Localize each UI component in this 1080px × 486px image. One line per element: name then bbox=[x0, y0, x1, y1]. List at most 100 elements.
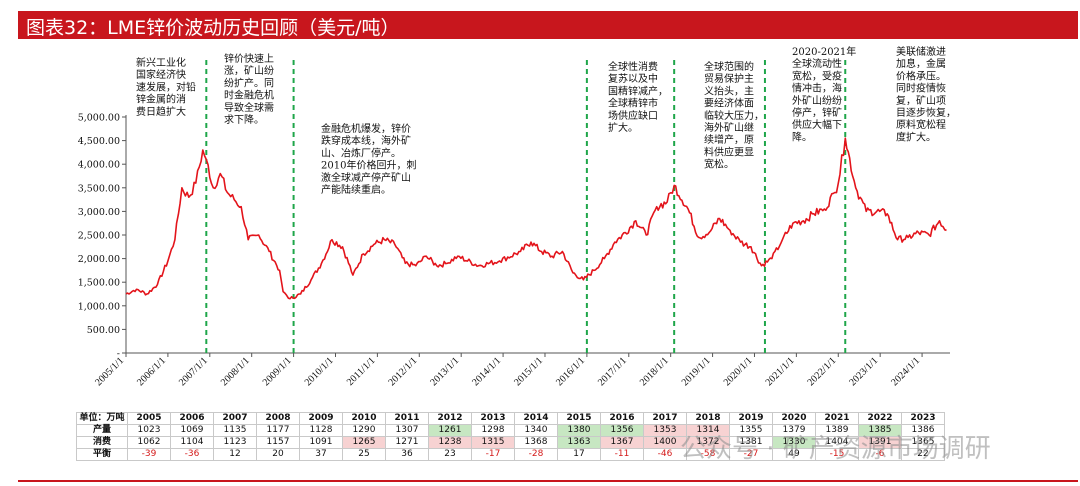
annotation-text: 2020-2021年全球流动性宽松，受疫情冲击，海外矿山纷纷停产，锌矿供应大幅下… bbox=[792, 45, 856, 143]
x-tick-label: 2007/1/1 bbox=[177, 355, 210, 388]
annotation-line: 临较大压力， bbox=[704, 109, 764, 122]
x-tick-label: 2014/1/1 bbox=[470, 355, 503, 388]
table-cell: 2011 bbox=[385, 412, 429, 425]
x-axis-ticks: 2005/1/1 2006/1/1 2007/1/1 2008/1/1 2009/1/1… bbox=[93, 353, 923, 388]
table-cell: 37 bbox=[299, 448, 343, 461]
y-tick-label: 1,500.00 bbox=[78, 278, 120, 289]
row-label: 消费 bbox=[76, 436, 128, 449]
annotation-line: 扩大。 bbox=[608, 121, 638, 134]
table-header-row: 单位：万吨 2005 2006 2007 2008 2009 2010 2011 2012 201… bbox=[76, 412, 945, 425]
table-row-balance: 平衡 -39 -36 12 20 37 25 36 23 -17 -28 17 -11 -46 -58 -27… bbox=[76, 448, 945, 461]
annotation-line: 续增产，原 bbox=[704, 133, 754, 146]
annotation-line: 涨，矿山纷 bbox=[224, 64, 274, 77]
annotation-line: 海外矿山继 bbox=[704, 121, 754, 134]
bottom-rule bbox=[18, 480, 1078, 482]
table-cell: 1123 bbox=[213, 436, 257, 449]
supply-demand-table: 单位：万吨 2005 2006 2007 2008 2009 2010 2011 2012 201… bbox=[76, 412, 945, 461]
table-cell: 1091 bbox=[299, 436, 343, 449]
annotation-line: 全球精锌市 bbox=[608, 97, 658, 110]
table-cell: 1298 bbox=[471, 424, 515, 437]
annotation-line: 2010年价格回升，刺 bbox=[321, 159, 416, 172]
annotation-line: 速发展，对铅 bbox=[136, 80, 196, 93]
event-lines bbox=[205, 60, 847, 353]
row-label: 单位：万吨 bbox=[76, 412, 128, 425]
annotation-line: 2020-2021年 bbox=[792, 45, 856, 58]
annotation-line: 贸易保护主 bbox=[704, 72, 754, 85]
x-tick-label: 2020/1/1 bbox=[722, 355, 755, 388]
annotation-line: 求下降。 bbox=[224, 113, 264, 126]
annotation-line: 复，矿山项 bbox=[896, 94, 946, 107]
table-cell: 25 bbox=[342, 448, 386, 461]
table-cell: 1367 bbox=[600, 436, 644, 449]
annotation-line: 宽松，受疫 bbox=[792, 69, 842, 82]
table-cell: 1307 bbox=[385, 424, 429, 437]
y-tick-label: 4,000.00 bbox=[78, 160, 120, 171]
row-label: 平衡 bbox=[76, 448, 128, 461]
table-cell: 1385 bbox=[858, 424, 902, 437]
x-tick-label: 2011/1/1 bbox=[345, 355, 378, 388]
table-cell: 1380 bbox=[557, 424, 601, 437]
annotation-line: 新兴工业化 bbox=[136, 56, 186, 69]
y-tick-label: 3,000.00 bbox=[78, 207, 120, 218]
annotation-line: 降。 bbox=[792, 130, 812, 143]
table-cell: 1290 bbox=[342, 424, 386, 437]
table-cell: 2022 bbox=[858, 412, 902, 425]
x-tick-label: 2018/1/1 bbox=[638, 355, 671, 388]
annotation-line: 料供应更显 bbox=[704, 145, 754, 158]
table-cell: 2018 bbox=[686, 412, 730, 425]
table-cell: 1265 bbox=[342, 436, 386, 449]
x-tick-label: 2010/1/1 bbox=[303, 355, 336, 388]
table-cell: 1135 bbox=[213, 424, 257, 437]
table-cell: -11 bbox=[600, 448, 644, 461]
table-cell: 1128 bbox=[299, 424, 343, 437]
table-cell: 2005 bbox=[127, 412, 171, 425]
table-cell: 1400 bbox=[643, 436, 687, 449]
table-cell: -39 bbox=[127, 448, 171, 461]
table-cell: 2021 bbox=[815, 412, 859, 425]
annotation-line: 度扩大。 bbox=[896, 130, 936, 143]
title-bar: 图表32：LME锌价波动历史回顾（美元/吨） bbox=[18, 11, 1078, 39]
annotation-line: 产能陆续重启。 bbox=[321, 183, 391, 196]
table-cell: 2019 bbox=[729, 412, 773, 425]
x-tick-label: 2009/1/1 bbox=[261, 355, 294, 388]
y-tick-label: 2,000.00 bbox=[78, 254, 120, 265]
y-tick-label: - bbox=[117, 349, 120, 360]
annotation-line: 激全球减产停产矿山 bbox=[321, 171, 411, 184]
y-tick-label: 1,000.00 bbox=[78, 301, 120, 312]
table-cell: -28 bbox=[514, 448, 558, 461]
y-tick-label: 2,500.00 bbox=[78, 231, 120, 242]
annotation-line: 供应大幅下 bbox=[792, 118, 842, 131]
annotation-line: 目逐步恢复， bbox=[896, 106, 956, 119]
table-cell: 2015 bbox=[557, 412, 601, 425]
table-cell: 1157 bbox=[256, 436, 300, 449]
x-tick-label: 2005/1/1 bbox=[93, 355, 126, 388]
annotation-line: 纷扩产。同 bbox=[224, 76, 274, 89]
table-cell: 2016 bbox=[600, 412, 644, 425]
page-title: 图表32：LME锌价波动历史回顾（美元/吨） bbox=[26, 17, 400, 39]
table-cell: 1340 bbox=[514, 424, 558, 437]
annotation-line: 全球范围的 bbox=[704, 60, 754, 73]
table-row-consumption: 消费 1062 1104 1123 1157 1091 1265 1271 1238 1315 13… bbox=[76, 436, 945, 449]
annotation-text: 全球性消费复苏以及中国精锌减产，全球精锌市场供应缺口扩大。 bbox=[608, 60, 668, 134]
table-cell: -6 bbox=[858, 448, 902, 461]
zinc-price-line bbox=[125, 137, 947, 300]
annotation-line: 金融危机爆发，锌价 bbox=[321, 122, 411, 135]
table-cell: 1356 bbox=[600, 424, 644, 437]
table-cell: 2007 bbox=[213, 412, 257, 425]
table-cell: 1368 bbox=[514, 436, 558, 449]
annotation-line: 宽松。 bbox=[704, 158, 734, 171]
annotation-line: 情冲击，海 bbox=[792, 82, 842, 95]
chart-axes bbox=[125, 115, 950, 354]
table-row-production: 产量 1023 1069 1135 1177 1128 1290 1307 1261 1298 13… bbox=[76, 424, 945, 437]
annotation-line: 要经济体面 bbox=[704, 97, 754, 110]
annotation-text: 金融危机爆发，锌价跌穿成本线，海外矿山、冶炼厂停产。 2010年价格回升，刺激全球… bbox=[321, 122, 416, 196]
annotation-line: 山、冶炼厂停产。 bbox=[321, 146, 401, 159]
table-cell: 1271 bbox=[385, 436, 429, 449]
watermark: 公众号 · 矿产资源市场调研 bbox=[680, 434, 991, 464]
zinc-price-chart: - 500.00 1,000.00 1,500.00 2,000.00 2,500.00 3… bbox=[78, 45, 956, 388]
annotation-line: 原料宽松程 bbox=[896, 118, 946, 131]
annotation-text: 全球范围的贸易保护主义抬头，主要经济体面临较大压力，海外矿山继续增产，原料供应更… bbox=[704, 60, 764, 171]
annotation-text: 新兴工业化国家经济快速发展，对铅锌金属的消费日趋扩大 bbox=[136, 56, 196, 118]
table-cell: 1104 bbox=[170, 436, 214, 449]
table-cell: 20 bbox=[256, 448, 300, 461]
